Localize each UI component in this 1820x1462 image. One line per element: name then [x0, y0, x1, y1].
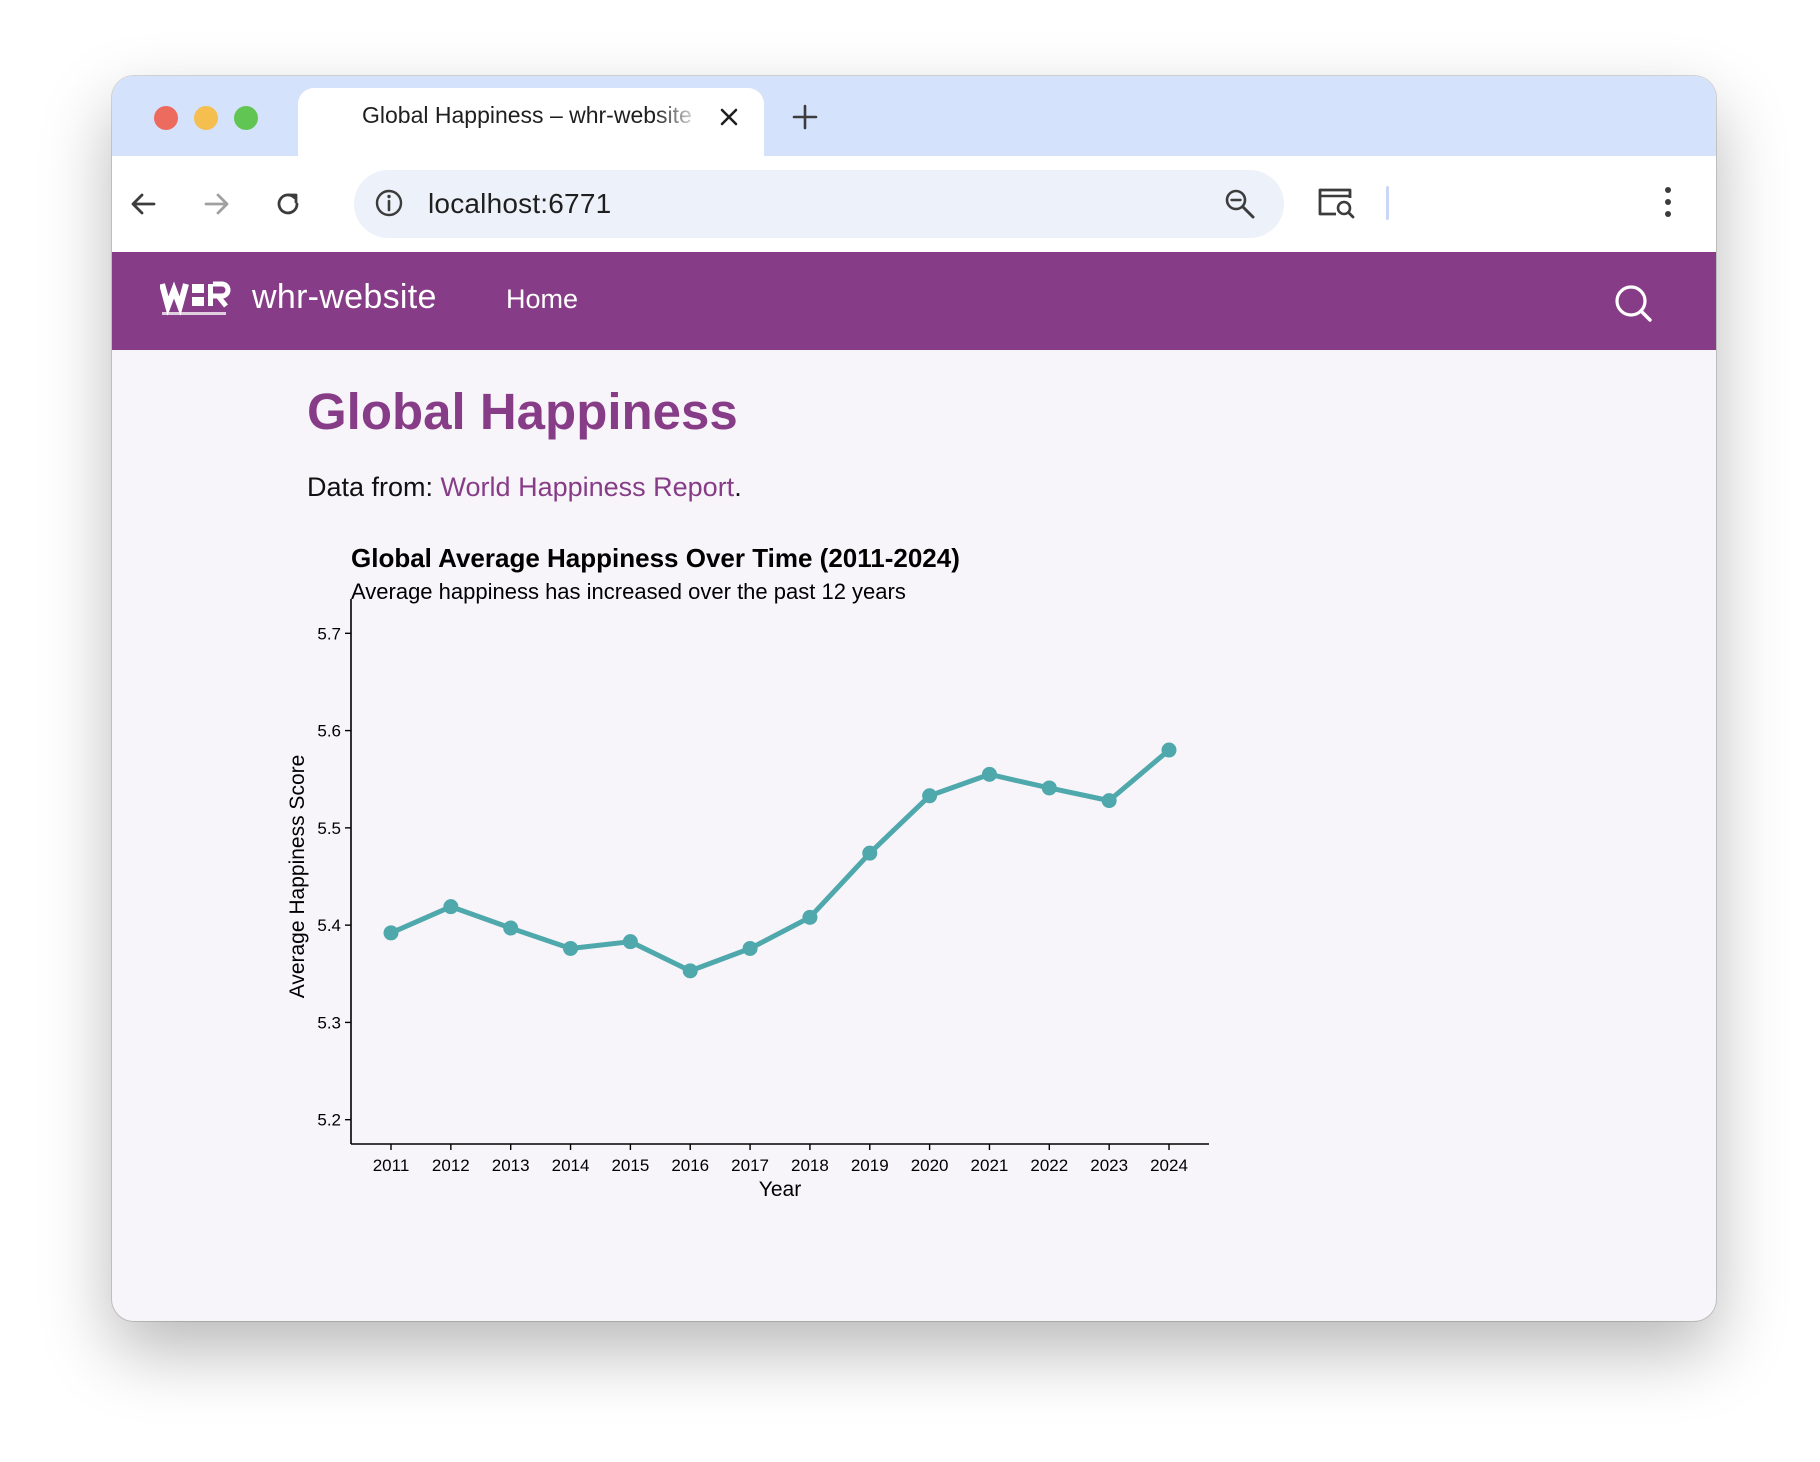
series-line: [388, 747, 1172, 974]
x-tick-label: 2015: [611, 1156, 649, 1175]
x-tick-label: 2023: [1090, 1156, 1128, 1175]
url-text[interactable]: localhost:6771: [428, 188, 612, 219]
x-tick-label: 2012: [432, 1156, 470, 1175]
site-name[interactable]: whr-website: [252, 278, 437, 316]
data-point: [383, 925, 399, 941]
data-point: [1041, 780, 1057, 796]
tab-global-happiness[interactable]: Global Happiness – whr-website: [298, 88, 764, 156]
data-point: [682, 963, 698, 979]
toolbar-separator: [1386, 186, 1389, 220]
x-tick-label: 2019: [851, 1156, 889, 1175]
reload-icon[interactable]: [268, 184, 308, 224]
data-point: [981, 766, 997, 782]
x-tick-label: 2016: [671, 1156, 709, 1175]
site-info-icon[interactable]: [372, 186, 406, 220]
x-tick-label: 2024: [1150, 1156, 1188, 1175]
whr-logo-icon[interactable]: [160, 280, 240, 320]
y-tick-label: 5.6: [317, 722, 341, 741]
x-tick-label: 2011: [373, 1156, 410, 1175]
data-point: [862, 845, 878, 861]
x-tick-label: 2017: [731, 1156, 769, 1175]
tab-search-icon[interactable]: [1314, 182, 1358, 222]
y-tick-label: 5.3: [317, 1013, 341, 1032]
maximize-window-button[interactable]: [234, 106, 258, 130]
x-tick-label: 2020: [911, 1156, 949, 1175]
site-navbar: whr-website Home: [112, 252, 1716, 350]
back-arrow-icon[interactable]: [124, 184, 164, 224]
x-tick-label: 2013: [492, 1156, 530, 1175]
browser-toolbar: localhost:6771: [112, 156, 1716, 252]
page-title: Global Happiness: [307, 383, 738, 440]
nav-home-link[interactable]: Home: [506, 284, 579, 314]
data-point: [563, 940, 579, 956]
new-tab-icon[interactable]: [788, 100, 822, 134]
search-icon[interactable]: [1612, 282, 1654, 324]
address-bar[interactable]: localhost:6771: [354, 170, 1284, 238]
browser-window: Global Happiness – whr-website local: [112, 76, 1716, 1321]
data-from-label: Data from:: [307, 472, 441, 502]
chart-subtitle: Average happiness has increased over the…: [351, 579, 906, 604]
y-tick-label: 5.4: [317, 916, 341, 935]
more-menu-icon[interactable]: [1658, 182, 1678, 222]
close-icon[interactable]: [716, 104, 742, 130]
data-source-line: Data from: World Happiness Report.: [307, 472, 742, 503]
data-from-suffix: .: [734, 472, 742, 502]
line-chart: Global Average Happiness Over Time (2011…: [286, 543, 1209, 1201]
close-window-button[interactable]: [154, 106, 178, 130]
minimize-window-button[interactable]: [194, 106, 218, 130]
y-tick-label: 5.7: [317, 624, 341, 643]
tab-title: Global Happiness – whr-website: [362, 102, 692, 128]
data-point: [922, 788, 938, 804]
forward-arrow-icon[interactable]: [196, 184, 236, 224]
data-point: [503, 920, 519, 936]
zoom-icon[interactable]: [1222, 186, 1258, 222]
world-happiness-report-link[interactable]: World Happiness Report: [440, 472, 735, 502]
data-point: [1101, 793, 1117, 809]
x-tick-label: 2014: [552, 1156, 590, 1175]
tab-strip: Global Happiness – whr-website: [112, 76, 1716, 156]
data-point: [1161, 742, 1177, 758]
x-tick-label: 2021: [971, 1156, 1009, 1175]
y-tick-label: 5.2: [317, 1111, 341, 1130]
data-point: [802, 909, 818, 925]
data-point: [742, 940, 758, 956]
data-point: [443, 899, 459, 915]
x-tick-label: 2022: [1030, 1156, 1068, 1175]
happiness-chart: Global Average Happiness Over Time (2011…: [272, 524, 1232, 1321]
y-tick-label: 5.5: [317, 819, 341, 838]
data-point: [622, 934, 638, 950]
chart-title: Global Average Happiness Over Time (2011…: [351, 543, 960, 573]
y-axis-label: Average Happiness Score: [286, 755, 309, 999]
x-axis-label: Year: [759, 1178, 801, 1201]
x-tick-label: 2018: [791, 1156, 829, 1175]
